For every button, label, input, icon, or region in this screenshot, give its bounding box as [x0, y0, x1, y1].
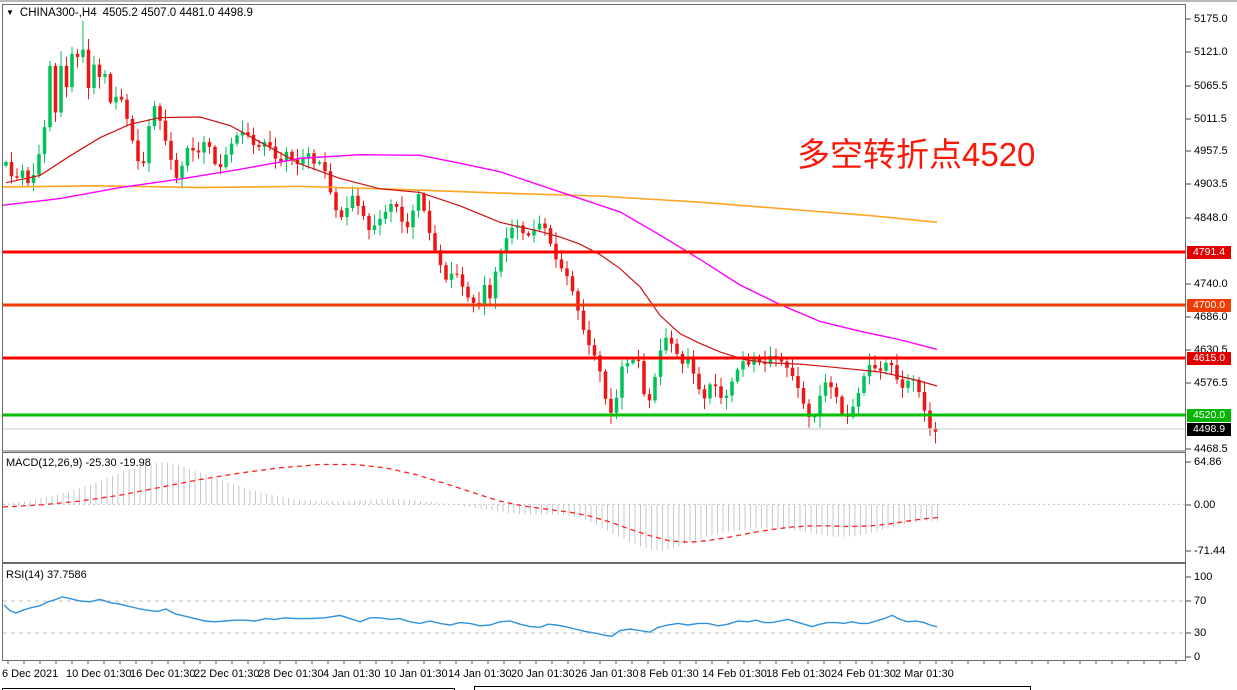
bottom-window-tab-left[interactable]: [2, 688, 455, 690]
price-tick-label: 4957.5: [1194, 145, 1228, 157]
time-tick-label: 24 Feb 01:30: [831, 668, 896, 680]
price-tick-label: 5065.5: [1194, 80, 1228, 92]
chart-annotation-text: 多空转折点4520: [797, 136, 1036, 173]
symbol-dropdown-icon: ▼: [6, 8, 14, 17]
rsi-tick-label: 0: [1194, 651, 1201, 663]
macd-tick-label: -71.44: [1194, 545, 1226, 557]
time-tick-label: 6 Dec 2021: [2, 668, 59, 680]
price-level-badge: 4791.4: [1187, 245, 1231, 259]
time-tick-label: 26 Jan 01:30: [575, 668, 639, 680]
price-tick-label: 5011.5: [1194, 113, 1227, 125]
time-tick-label: 2 Mar 01:30: [895, 668, 954, 680]
price-axis[interactable]: 5175.0 5121.0 5065.5 5011.5 4957.5 4903.5 4848…: [1186, 2, 1237, 664]
time-tick-label: 14 Jan 01:30: [448, 668, 512, 680]
time-tick-label: 20 Jan 01:30: [511, 668, 575, 680]
time-tick-label: 10 Dec 01:30: [66, 668, 132, 680]
price-tick-label: 5175.0: [1194, 13, 1228, 25]
price-tick-label: 4468.5: [1194, 443, 1228, 455]
bottom-window-tab-right[interactable]: [474, 686, 1031, 690]
time-tick-label: 4 Jan 01:30: [323, 668, 381, 680]
symbol-period-label: CHINA300-,H4: [19, 7, 97, 19]
time-tick-label: 22 Dec 01:30: [194, 668, 260, 680]
chart-title: ▼ CHINA300-,H4 4505.2 4507.0 4481.0 4498…: [6, 7, 253, 19]
price-tick-label: 5121.0: [1194, 46, 1228, 58]
time-tick-label: 10 Jan 01:30: [384, 668, 448, 680]
time-axis[interactable]: 6 Dec 2021 10 Dec 01:30 16 Dec 01:30 22 Dec…: [0, 666, 1185, 686]
price-level-badge: 4520.0: [1187, 408, 1231, 422]
macd-tick-label: 0.00: [1194, 499, 1216, 511]
macd-tick-label: 64.86: [1194, 456, 1222, 468]
time-tick-label: 16 Dec 01:30: [130, 668, 196, 680]
price-tick-label: 4740.0: [1194, 278, 1228, 290]
time-tick-label: 18 Feb 01:30: [766, 668, 831, 680]
price-level-badge: 4615.0: [1187, 351, 1231, 365]
rsi-tick-label: 70: [1194, 595, 1207, 607]
price-tick-label: 4903.5: [1194, 178, 1228, 190]
macd-indicator-label: MACD(12,26,9) -25.30 -19.98: [6, 457, 151, 469]
time-tick-label: 28 Dec 01:30: [258, 668, 324, 680]
price-tick-label: 4686.0: [1194, 311, 1228, 323]
rsi-indicator-label: RSI(14) 37.7586: [6, 569, 87, 581]
price-level-badge: 4498.9: [1187, 422, 1231, 436]
price-tick-label: 4848.0: [1194, 212, 1228, 224]
ohlc-values: 4505.2 4507.0 4481.0 4498.9: [102, 7, 253, 19]
time-tick-label: 8 Feb 01:30: [640, 668, 699, 680]
rsi-tick-label: 100: [1194, 571, 1213, 583]
time-tick-label: 14 Feb 01:30: [702, 668, 767, 680]
price-level-badge: 4700.0: [1187, 298, 1231, 312]
rsi-tick-label: 30: [1194, 627, 1207, 639]
price-tick-label: 4576.5: [1194, 377, 1228, 389]
